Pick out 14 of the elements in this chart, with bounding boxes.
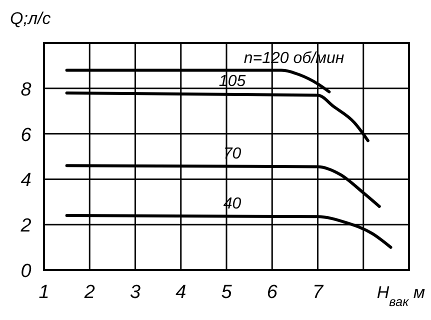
x-tick-label: 2 (83, 282, 96, 303)
y-tick-label: 6 (20, 124, 32, 146)
x-tick-label: 3 (130, 282, 141, 303)
x-tick-label: 7 (312, 282, 324, 303)
y-tick-label: 2 (20, 216, 32, 237)
y-axis-title: Q;л/с (10, 9, 52, 28)
x-tick-label: 4 (176, 282, 186, 303)
y-tick-label: 8 (20, 79, 32, 100)
x-tick-label: 1 (38, 282, 50, 303)
x-tick-label: 6 (266, 282, 278, 303)
y-tick-label: 0 (20, 261, 32, 282)
x-axis-title: H$_{вак}$ м (376, 283, 426, 308)
y-tick-label: 4 (20, 170, 32, 192)
x-tick-label: 5 (221, 282, 232, 303)
